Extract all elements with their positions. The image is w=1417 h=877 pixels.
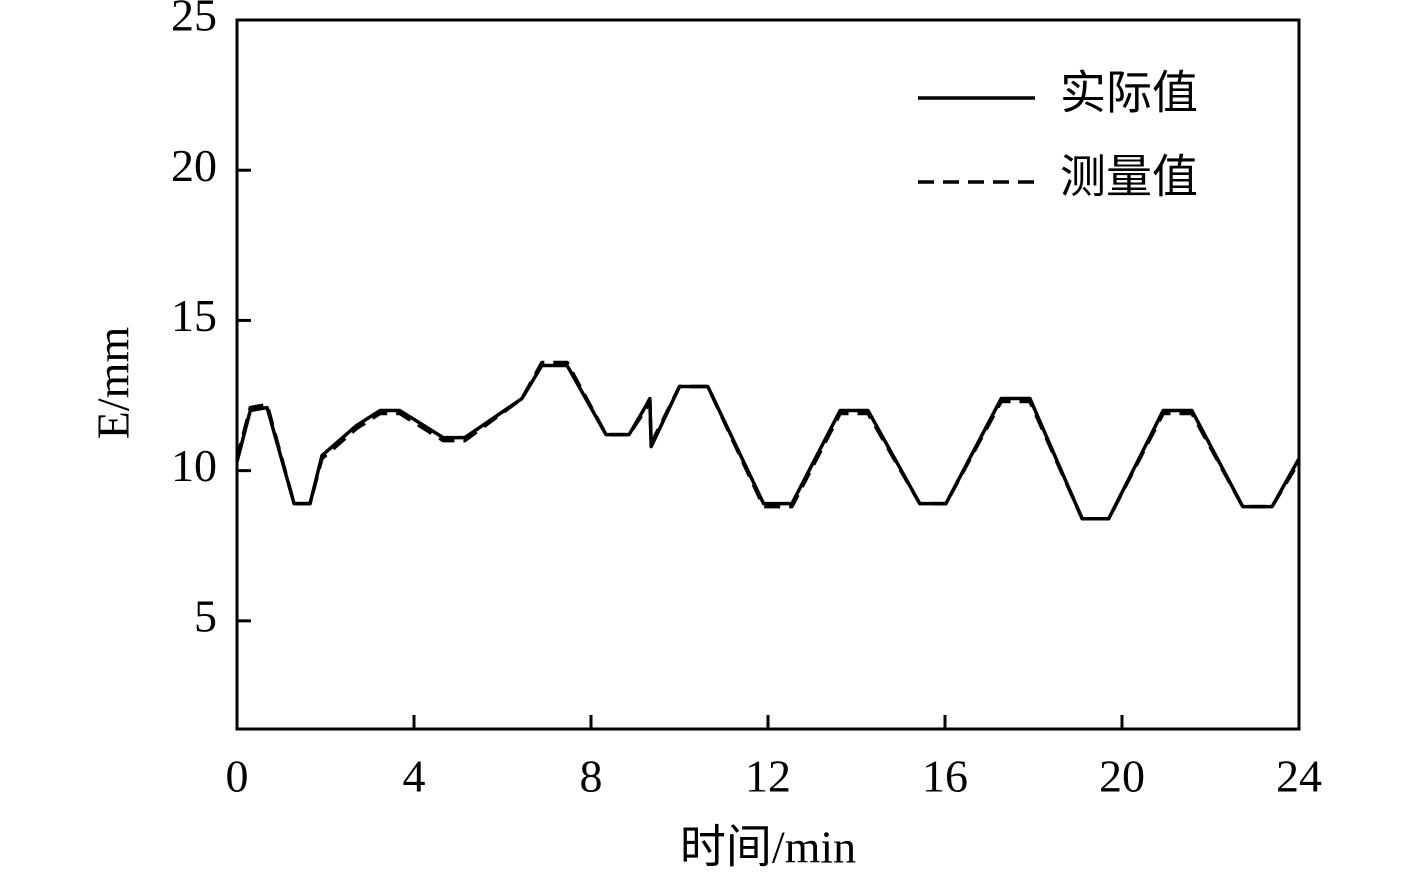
series-line	[235, 363, 1301, 521]
y-axis-label: E/mm	[88, 327, 139, 440]
x-tick-label: 12	[745, 751, 791, 802]
y-tick-label: 20	[171, 140, 217, 191]
x-axis-label: 时间/min	[680, 822, 856, 873]
y-tick-label: 5	[194, 590, 217, 641]
legend-label: 实际值	[1060, 68, 1198, 119]
x-tick-label: 24	[1276, 751, 1322, 802]
x-tick-label: 0	[226, 751, 249, 802]
x-tick-label: 16	[922, 751, 968, 802]
x-tick-label: 20	[1099, 751, 1145, 802]
y-tick-label: 10	[171, 440, 217, 491]
legend-label: 测量值	[1060, 152, 1198, 203]
x-tick-label: 8	[580, 751, 603, 802]
y-tick-label: 15	[171, 290, 217, 341]
x-tick-label: 4	[403, 751, 426, 802]
series-line	[235, 360, 1301, 521]
y-tick-label: 25	[171, 0, 217, 41]
plot-frame	[235, 18, 1301, 731]
